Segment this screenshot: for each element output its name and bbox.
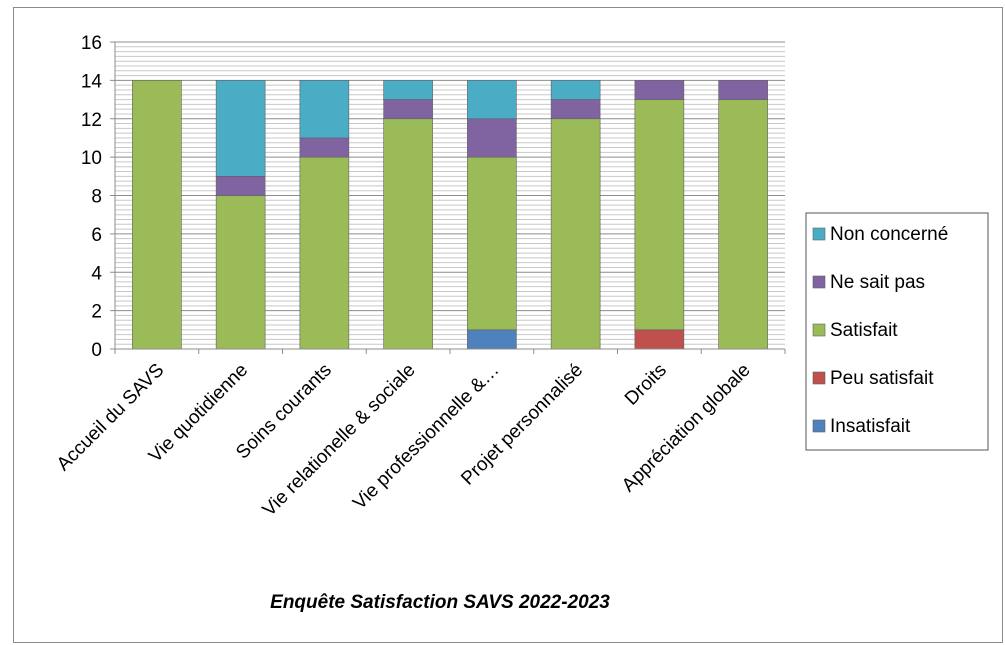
bar-segment <box>467 118 517 158</box>
bar-segment <box>132 80 182 350</box>
y-tick-label: 14 <box>81 71 103 92</box>
bar-segment <box>550 118 601 350</box>
bar-segment <box>215 195 266 350</box>
x-tick-label: Vie professionnelle &… <box>349 360 503 514</box>
legend-label: Satisfait <box>830 320 898 341</box>
y-tick-label: 12 <box>81 110 102 131</box>
bar-segment <box>383 99 433 120</box>
x-tick-label: Vie relationelle & sociale <box>259 360 420 521</box>
y-axis-tick-labels: 0 2 4 6 8 10 12 14 16 <box>81 33 103 361</box>
legend-swatch <box>812 323 826 337</box>
legend: Non concerné Ne sait pas Satisfait Peu sati… <box>805 212 989 451</box>
y-tick-label: 2 <box>91 302 102 323</box>
legend-swatch <box>812 371 826 385</box>
bars <box>132 80 768 350</box>
bar-segment <box>299 156 350 350</box>
bar-segment <box>550 80 601 100</box>
bar-segment <box>467 329 517 350</box>
legend-label: Non concerné <box>830 224 948 245</box>
bar-segment <box>215 176 266 196</box>
y-tick-label: 8 <box>91 187 102 208</box>
legend-swatch <box>812 227 826 241</box>
bar-segment <box>634 80 685 100</box>
y-tick-label: 10 <box>81 148 102 169</box>
legend-box <box>805 212 989 451</box>
chart-title: Enquête Satisfaction SAVS 2022-2023 <box>270 592 610 613</box>
bar-segment <box>299 80 350 139</box>
chart-frame <box>13 7 1003 643</box>
bar-segment <box>718 99 768 350</box>
bar-segment <box>634 99 685 331</box>
axes <box>110 41 786 354</box>
legend-swatch <box>812 275 826 289</box>
bar-segment <box>215 80 266 177</box>
y-tick-label: 4 <box>91 263 102 284</box>
bar-segment <box>467 80 517 120</box>
y-tick-label: 6 <box>91 225 102 246</box>
y-tick-label: 0 <box>91 340 102 361</box>
bar-segment <box>299 137 350 158</box>
bar-segment <box>383 80 433 100</box>
legend-label: Insatisfait <box>830 416 911 437</box>
legend-label: Ne sait pas <box>830 272 925 293</box>
bar-segment <box>718 80 768 100</box>
bar-segment <box>634 329 685 350</box>
x-tick-label: Droits <box>621 360 671 410</box>
y-tick-label: 16 <box>81 33 102 54</box>
legend-label: Peu satisfait <box>830 368 934 389</box>
bar-segment <box>383 118 433 350</box>
bar-segment <box>550 99 601 120</box>
legend-swatch <box>812 419 826 433</box>
bar-segment <box>467 156 517 331</box>
